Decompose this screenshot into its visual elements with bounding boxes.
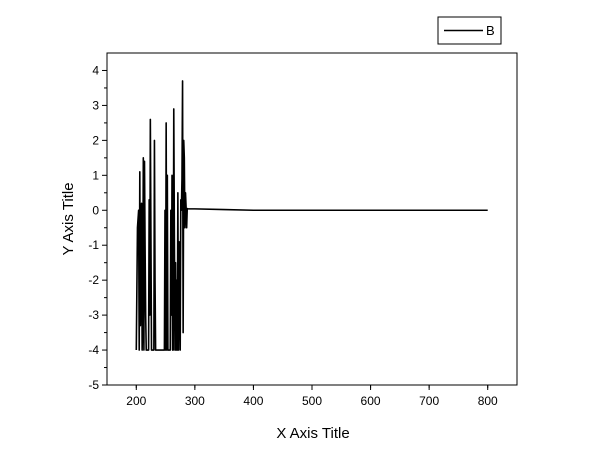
y-tick-label: -1 bbox=[88, 238, 99, 252]
x-tick-label: 400 bbox=[243, 394, 263, 408]
y-tick-label: 3 bbox=[92, 98, 99, 112]
x-tick-label: 500 bbox=[302, 394, 322, 408]
series-line-b bbox=[135, 80, 488, 351]
y-tick-label: 0 bbox=[92, 203, 99, 217]
x-tick-label: 300 bbox=[185, 394, 205, 408]
y-tick-label: 1 bbox=[92, 168, 99, 182]
x-tick-label: 800 bbox=[478, 394, 498, 408]
legend-label-b: B bbox=[486, 23, 495, 38]
x-tick-label: 700 bbox=[419, 394, 439, 408]
y-tick-label: -2 bbox=[88, 273, 99, 287]
x-tick-label: 200 bbox=[126, 394, 146, 408]
y-axis-title: Y Axis Title bbox=[60, 182, 77, 255]
y-tick-label: -3 bbox=[88, 308, 99, 322]
x-tick-label: 600 bbox=[361, 394, 381, 408]
y-tick-label: -4 bbox=[88, 343, 99, 357]
legend: B bbox=[437, 16, 502, 45]
x-axis: 200 300 400 500 600 700 800 bbox=[126, 385, 498, 408]
y-tick-label: -5 bbox=[88, 378, 99, 392]
y-tick-label: 4 bbox=[92, 63, 99, 77]
y-tick-label: 2 bbox=[92, 133, 99, 147]
y-axis: -5 -4 -3 -2 -1 0 1 2 3 4 bbox=[88, 63, 107, 392]
x-axis-title: X Axis Title bbox=[276, 425, 349, 442]
